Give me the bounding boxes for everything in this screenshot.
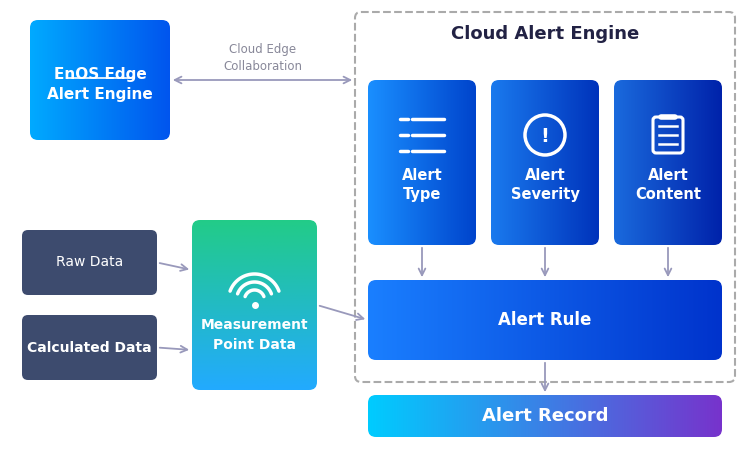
Text: EnOS Edge: EnOS Edge [53,66,147,82]
Text: Alert
Severity: Alert Severity [511,168,580,202]
Text: Alert
Type: Alert Type [402,168,442,202]
Text: Calculated Data: Calculated Data [27,341,152,354]
Text: Cloud Edge
Collaboration: Cloud Edge Collaboration [223,43,302,73]
Text: Measurement
Point Data: Measurement Point Data [201,318,308,352]
FancyBboxPatch shape [22,230,157,295]
Text: Alert Engine: Alert Engine [47,87,153,101]
Text: Alert Record: Alert Record [482,407,608,425]
FancyBboxPatch shape [22,315,157,380]
Text: Alert
Content: Alert Content [635,168,701,202]
Text: Alert Rule: Alert Rule [499,311,592,329]
Text: !: ! [541,126,550,146]
Text: Raw Data: Raw Data [56,256,123,270]
Text: Cloud Alert Engine: Cloud Alert Engine [451,25,639,43]
